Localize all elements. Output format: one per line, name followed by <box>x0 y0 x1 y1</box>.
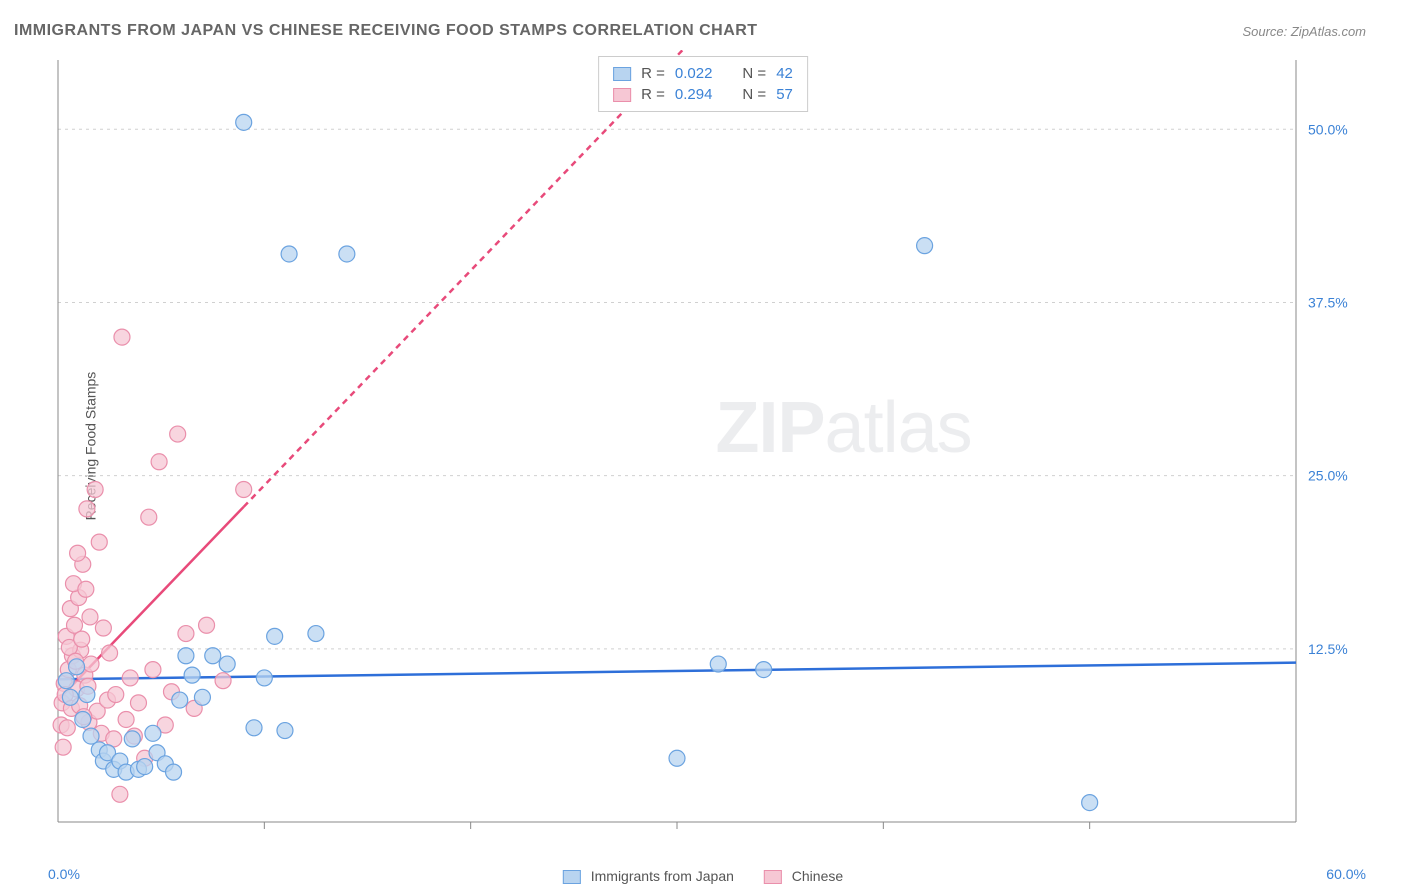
series1-r-value: 0.022 <box>675 65 713 82</box>
chart-area: 12.5% 25.0% 37.5% 50.0% <box>48 50 1366 842</box>
legend-item-series1: Immigrants from Japan <box>563 868 734 884</box>
chart-title: IMMIGRANTS FROM JAPAN VS CHINESE RECEIVI… <box>14 22 758 40</box>
series1-n-value: 42 <box>776 65 793 82</box>
series1-swatch <box>613 67 631 81</box>
svg-text:50.0%: 50.0% <box>1308 121 1348 137</box>
r-label: R = <box>641 86 665 103</box>
n-label: N = <box>742 86 766 103</box>
scatter-chart-svg: 12.5% 25.0% 37.5% 50.0% <box>48 50 1366 842</box>
series2-legend-label: Chinese <box>792 868 843 884</box>
series1-legend-swatch <box>563 870 581 884</box>
series2-r-value: 0.294 <box>675 86 713 103</box>
series2-swatch <box>613 88 631 102</box>
series1-legend-label: Immigrants from Japan <box>591 868 734 884</box>
bottom-legend: Immigrants from Japan Chinese <box>563 868 843 884</box>
source-attribution: Source: ZipAtlas.com <box>1242 24 1366 39</box>
stats-row-series2: R = 0.294 N = 57 <box>613 84 793 105</box>
correlation-stats-box: R = 0.022 N = 42 R = 0.294 N = 57 <box>598 56 808 112</box>
svg-text:25.0%: 25.0% <box>1308 468 1348 484</box>
svg-text:37.5%: 37.5% <box>1308 294 1348 310</box>
x-axis-min-label: 0.0% <box>48 866 80 882</box>
series2-n-value: 57 <box>776 86 793 103</box>
series2-legend-swatch <box>764 870 782 884</box>
stats-row-series1: R = 0.022 N = 42 <box>613 63 793 84</box>
svg-text:12.5%: 12.5% <box>1308 641 1348 657</box>
x-axis-max-label: 60.0% <box>1326 866 1366 882</box>
n-label: N = <box>742 65 766 82</box>
r-label: R = <box>641 65 665 82</box>
legend-item-series2: Chinese <box>764 868 843 884</box>
